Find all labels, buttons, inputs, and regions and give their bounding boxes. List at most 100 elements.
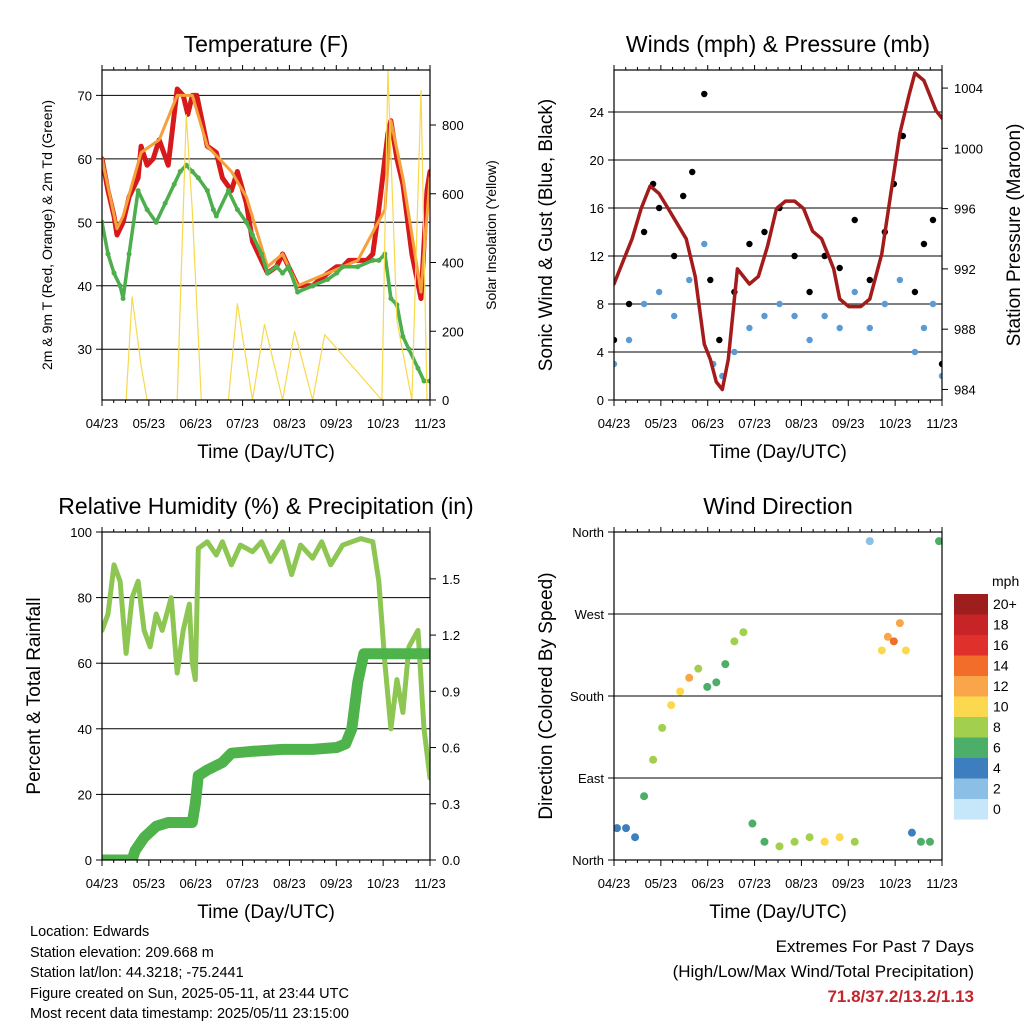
legend-swatch — [954, 635, 988, 656]
dewpoint-point — [370, 257, 376, 263]
data-point — [895, 619, 904, 628]
y-right-tick-label: 992 — [954, 262, 976, 277]
x-axis-label: Time (Day/UTC) — [197, 442, 335, 463]
x-tick-label: 10/23 — [367, 876, 400, 891]
extremes-title: Extremes For Past 7 Days — [775, 937, 974, 956]
dewpoint-point — [388, 295, 394, 301]
x-tick-label: 10/23 — [879, 876, 912, 891]
y-right-tick-label: 400 — [442, 256, 464, 271]
series-line-3 — [125, 70, 428, 400]
y-tick-label: 24 — [590, 105, 604, 120]
legend-swatch — [954, 778, 988, 799]
x-tick-label: 11/23 — [414, 876, 446, 891]
data-point — [701, 90, 708, 98]
plot-area — [102, 70, 430, 400]
data-point — [614, 336, 618, 344]
data-point — [776, 300, 783, 308]
chart-title: Winds (mph) & Pressure (mb) — [626, 31, 930, 57]
y-right-tick-label: 1004 — [954, 81, 983, 96]
x-tick-label: 11/23 — [926, 876, 958, 891]
series-line-0 — [102, 536, 430, 781]
series-line-1 — [102, 648, 430, 860]
dewpoint-point — [274, 264, 280, 270]
y-right-tick-label: 0.3 — [442, 797, 460, 812]
dewpoint-point — [135, 188, 141, 194]
data-point — [655, 204, 663, 212]
x-tick-label: 09/23 — [832, 876, 865, 891]
data-point — [614, 824, 622, 833]
station-info: Location: Edwards Station elevation: 209… — [30, 922, 349, 1025]
legend-swatch — [954, 594, 988, 615]
latlon-text: Station lat/lon: 44.3218; -75.2441 — [30, 965, 244, 981]
extremes-box: Extremes For Past 7 Days (High/Low/Max W… — [673, 934, 974, 1009]
dewpoint-point — [286, 264, 292, 270]
data-point — [625, 336, 633, 344]
location-text: Location: Edwards — [30, 924, 150, 940]
x-tick-label: 06/23 — [179, 876, 212, 891]
x-tick-label: 08/23 — [273, 416, 306, 431]
legend-label: 0 — [993, 801, 1001, 817]
dewpoint-point — [280, 270, 286, 276]
dewpoint-point — [177, 169, 183, 175]
y-tick-label: 60 — [78, 152, 92, 167]
dewpoint-point — [334, 270, 340, 276]
data-point — [680, 192, 687, 200]
data-point — [676, 687, 685, 696]
data-point — [929, 216, 937, 224]
legend-label: 12 — [993, 678, 1009, 694]
legend-label: 6 — [993, 740, 1001, 756]
legend-label: 10 — [993, 699, 1009, 715]
data-point — [877, 646, 886, 655]
dewpoint-point — [204, 188, 210, 194]
data-point — [896, 276, 904, 284]
data-point — [703, 682, 712, 691]
dewpoint-point — [421, 378, 427, 384]
data-point — [835, 833, 844, 842]
data-point — [655, 288, 663, 296]
data-point — [694, 664, 703, 673]
y-right-tick-label: 1.2 — [442, 628, 460, 643]
dewpoint-point — [400, 334, 406, 340]
elevation-text: Station elevation: 209.668 m — [30, 944, 214, 961]
y-tick-label: East — [578, 771, 604, 786]
data-point — [721, 660, 730, 669]
data-point — [911, 288, 919, 296]
data-point — [938, 360, 942, 368]
y-right-tick-label: 800 — [442, 118, 464, 133]
plot-frame — [613, 531, 943, 861]
dewpoint-point — [153, 219, 159, 225]
created-text: Figure created on Sun, 2025-05-11, at 23… — [30, 985, 349, 1002]
y-tick-label: North — [572, 525, 604, 540]
data-point — [670, 312, 678, 320]
extremes-subtitle: (High/Low/Max Wind/Total Precipitation) — [672, 962, 974, 981]
data-point — [836, 264, 843, 272]
y-tick-label: 8 — [597, 297, 604, 312]
plot-frame — [613, 69, 943, 401]
y-tick-label: 4 — [597, 345, 604, 360]
y-right-tick-label: 996 — [954, 202, 976, 217]
series-line-2 — [614, 71, 942, 392]
chart-title: Relative Humidity (%) & Precipitation (i… — [58, 493, 473, 519]
data-point — [631, 833, 640, 842]
data-point — [748, 819, 757, 828]
data-point — [790, 837, 799, 846]
legend-label: 8 — [993, 719, 1001, 735]
dewpoint-point — [415, 365, 421, 371]
legend-swatch — [954, 614, 988, 635]
x-tick-label: 05/23 — [133, 416, 166, 431]
x-tick-label: 04/23 — [598, 416, 631, 431]
data-point — [865, 537, 874, 546]
data-point — [920, 240, 928, 248]
dewpoint-point — [189, 169, 195, 175]
dewpoint-point — [249, 232, 255, 238]
data-point — [920, 324, 928, 332]
dewpoint-point — [210, 207, 216, 213]
dewpoint-point — [376, 257, 382, 263]
y-tick-label: 40 — [78, 722, 92, 737]
data-point — [851, 216, 858, 224]
data-point — [836, 324, 843, 332]
y-tick-label: 20 — [590, 153, 604, 168]
dewpoint-point — [144, 207, 150, 213]
data-point — [658, 723, 667, 732]
data-point — [850, 837, 859, 846]
